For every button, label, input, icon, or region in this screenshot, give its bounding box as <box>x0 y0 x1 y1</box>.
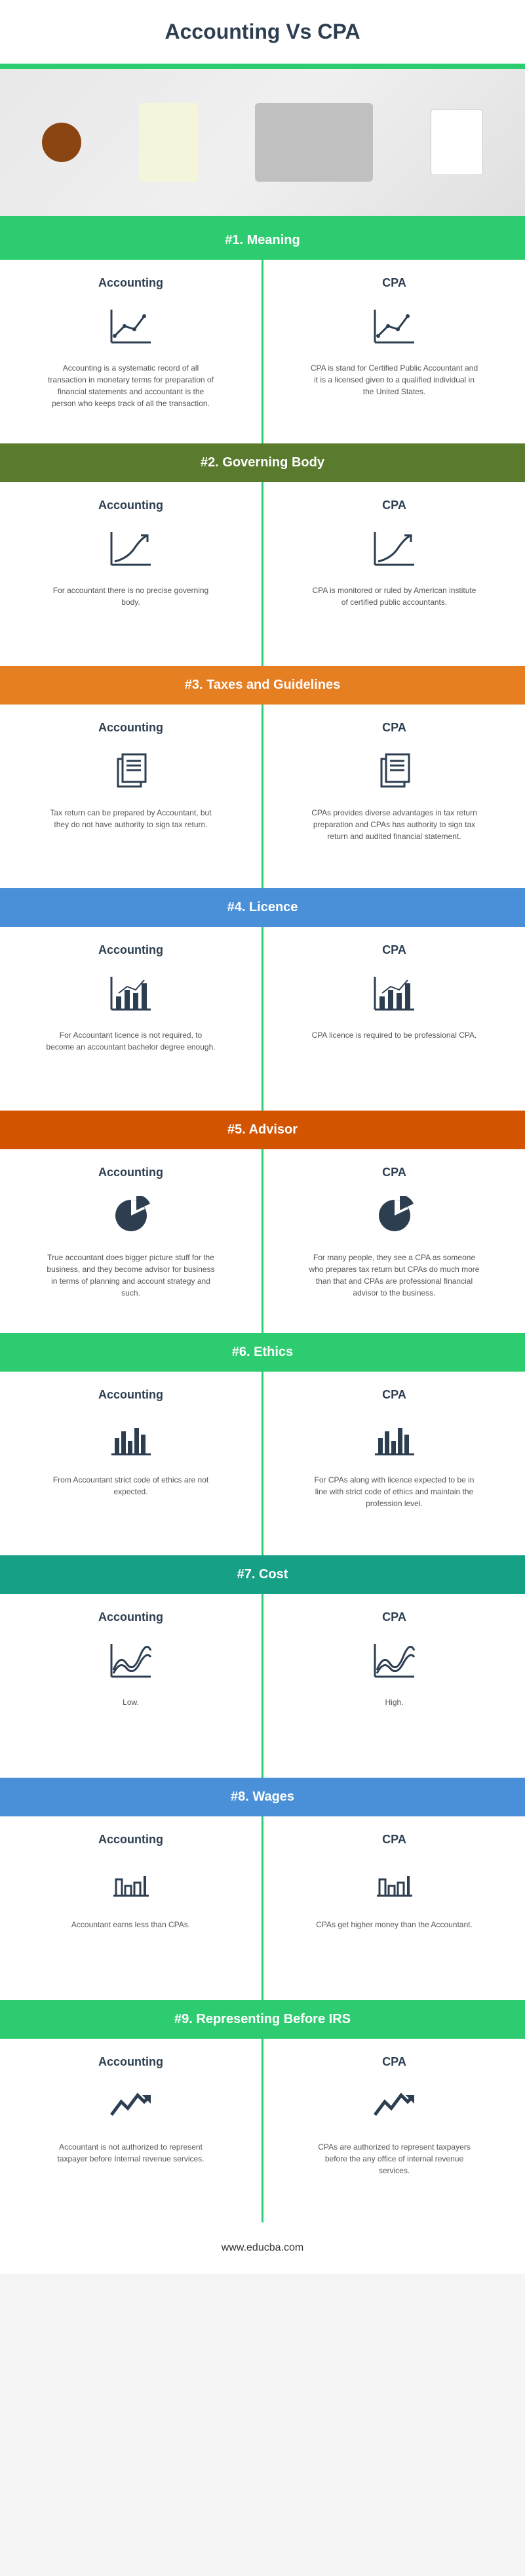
documents-icon <box>368 748 421 794</box>
cpa-column: CPA CPAs are authorized to represent tax… <box>263 2039 525 2222</box>
pie-chart-icon <box>105 1193 157 1238</box>
cpa-text: For many people, they see a CPA as someo… <box>309 1252 480 1299</box>
small-bars-icon <box>105 1860 157 1906</box>
accounting-column: Accounting True accountant does bigger p… <box>0 1149 262 1333</box>
cpa-title: CPA <box>382 1388 406 1402</box>
cpa-text: CPAs provides diverse advantages in tax … <box>309 807 480 842</box>
comparison-row-6: Accounting From Accountant strict code o… <box>0 1372 525 1555</box>
cpa-title: CPA <box>382 1833 406 1847</box>
accounting-title: Accounting <box>98 276 163 290</box>
accounting-title: Accounting <box>98 499 163 512</box>
cpa-title: CPA <box>382 1166 406 1179</box>
bar-chart-icon <box>368 1415 421 1461</box>
accounting-text: Low. <box>123 1696 139 1708</box>
accounting-text: Accountant is not authorized to represen… <box>46 2141 216 2165</box>
cpa-title: CPA <box>382 2055 406 2069</box>
accounting-column: Accounting For Accountant licence is not… <box>0 927 262 1111</box>
section-header-7: #7. Cost <box>0 1555 525 1594</box>
footer-url: www.educba.com <box>0 2222 525 2274</box>
bar-line-chart-icon <box>105 970 157 1016</box>
cpa-column: CPA CPA is stand for Certified Public Ac… <box>263 260 525 443</box>
line-chart-icon <box>368 303 421 349</box>
section-header-4: #4. Licence <box>0 888 525 927</box>
hero-image <box>0 64 525 221</box>
cpa-text: High. <box>385 1696 403 1708</box>
cpa-text: CPA licence is required to be profession… <box>312 1029 477 1041</box>
section-header-2: #2. Governing Body <box>0 443 525 482</box>
comparison-row-5: Accounting True accountant does bigger p… <box>0 1149 525 1333</box>
accounting-column: Accounting Accountant is not authorized … <box>0 2039 262 2222</box>
cpa-text: CPAs are authorized to represent taxpaye… <box>309 2141 480 2177</box>
cpa-title: CPA <box>382 276 406 290</box>
accounting-text: Accountant earns less than CPAs. <box>71 1919 190 1931</box>
cpa-text: For CPAs along with licence expected to … <box>309 1474 480 1509</box>
wave-chart-icon <box>368 1637 421 1683</box>
small-bars-icon <box>368 1860 421 1906</box>
accounting-title: Accounting <box>98 1388 163 1402</box>
accounting-title: Accounting <box>98 2055 163 2069</box>
cpa-title: CPA <box>382 499 406 512</box>
accounting-column: Accounting Low. <box>0 1594 262 1778</box>
section-header-8: #8. Wages <box>0 1778 525 1816</box>
comparison-row-2: Accounting For accountant there is no pr… <box>0 482 525 666</box>
section-header-3: #3. Taxes and Guidelines <box>0 666 525 705</box>
comparison-row-3: Accounting Tax return can be prepared by… <box>0 705 525 888</box>
comparison-row-8: Accounting Accountant earns less than CP… <box>0 1816 525 2000</box>
accounting-column: Accounting Accounting is a systematic re… <box>0 260 262 443</box>
comparison-row-7: Accounting Low. CPA High. <box>0 1594 525 1778</box>
bar-line-chart-icon <box>368 970 421 1016</box>
section-header-9: #9. Representing Before IRS <box>0 2000 525 2039</box>
accounting-column: Accounting For accountant there is no pr… <box>0 482 262 666</box>
wave-chart-icon <box>105 1637 157 1683</box>
cpa-title: CPA <box>382 943 406 957</box>
accounting-column: Accounting Accountant earns less than CP… <box>0 1816 262 2000</box>
accounting-text: For Accountant licence is not required, … <box>46 1029 216 1053</box>
main-title: Accounting Vs CPA <box>0 0 525 64</box>
cpa-text: CPA is monitored or ruled by American in… <box>309 584 480 608</box>
cpa-column: CPA CPA licence is required to be profes… <box>263 927 525 1111</box>
accounting-column: Accounting Tax return can be prepared by… <box>0 705 262 888</box>
section-header-5: #5. Advisor <box>0 1111 525 1149</box>
cpa-column: CPA CPAs provides diverse advantages in … <box>263 705 525 888</box>
cpa-column: CPA CPA is monitored or ruled by America… <box>263 482 525 666</box>
cpa-column: CPA High. <box>263 1594 525 1778</box>
accounting-text: Tax return can be prepared by Accountant… <box>46 807 216 830</box>
accounting-title: Accounting <box>98 721 163 735</box>
accounting-column: Accounting From Accountant strict code o… <box>0 1372 262 1555</box>
accounting-title: Accounting <box>98 943 163 957</box>
cpa-column: CPA CPAs get higher money than the Accou… <box>263 1816 525 2000</box>
growth-chart-icon <box>105 525 157 571</box>
accounting-text: True accountant does bigger picture stuf… <box>46 1252 216 1299</box>
zigzag-arrow-icon <box>368 2082 421 2128</box>
comparison-row-9: Accounting Accountant is not authorized … <box>0 2039 525 2222</box>
section-header-6: #6. Ethics <box>0 1333 525 1372</box>
documents-icon <box>105 748 157 794</box>
accounting-title: Accounting <box>98 1166 163 1179</box>
section-header-1: #1. Meaning <box>0 221 525 260</box>
comparison-row-1: Accounting Accounting is a systematic re… <box>0 260 525 443</box>
infographic-container: Accounting Vs CPA #1. Meaning Accounting… <box>0 0 525 2274</box>
cpa-column: CPA For many people, they see a CPA as s… <box>263 1149 525 1333</box>
accounting-title: Accounting <box>98 1610 163 1624</box>
zigzag-arrow-icon <box>105 2082 157 2128</box>
accounting-text: From Accountant strict code of ethics ar… <box>46 1474 216 1498</box>
cpa-title: CPA <box>382 1610 406 1624</box>
cpa-column: CPA For CPAs along with licence expected… <box>263 1372 525 1555</box>
accounting-title: Accounting <box>98 1833 163 1847</box>
cpa-text: CPA is stand for Certified Public Accoun… <box>309 362 480 398</box>
accounting-text: For accountant there is no precise gover… <box>46 584 216 608</box>
pie-chart-icon <box>368 1193 421 1238</box>
bar-chart-icon <box>105 1415 157 1461</box>
growth-chart-icon <box>368 525 421 571</box>
cpa-title: CPA <box>382 721 406 735</box>
accounting-text: Accounting is a systematic record of all… <box>46 362 216 409</box>
line-chart-icon <box>105 303 157 349</box>
cpa-text: CPAs get higher money than the Accountan… <box>316 1919 473 1931</box>
comparison-row-4: Accounting For Accountant licence is not… <box>0 927 525 1111</box>
